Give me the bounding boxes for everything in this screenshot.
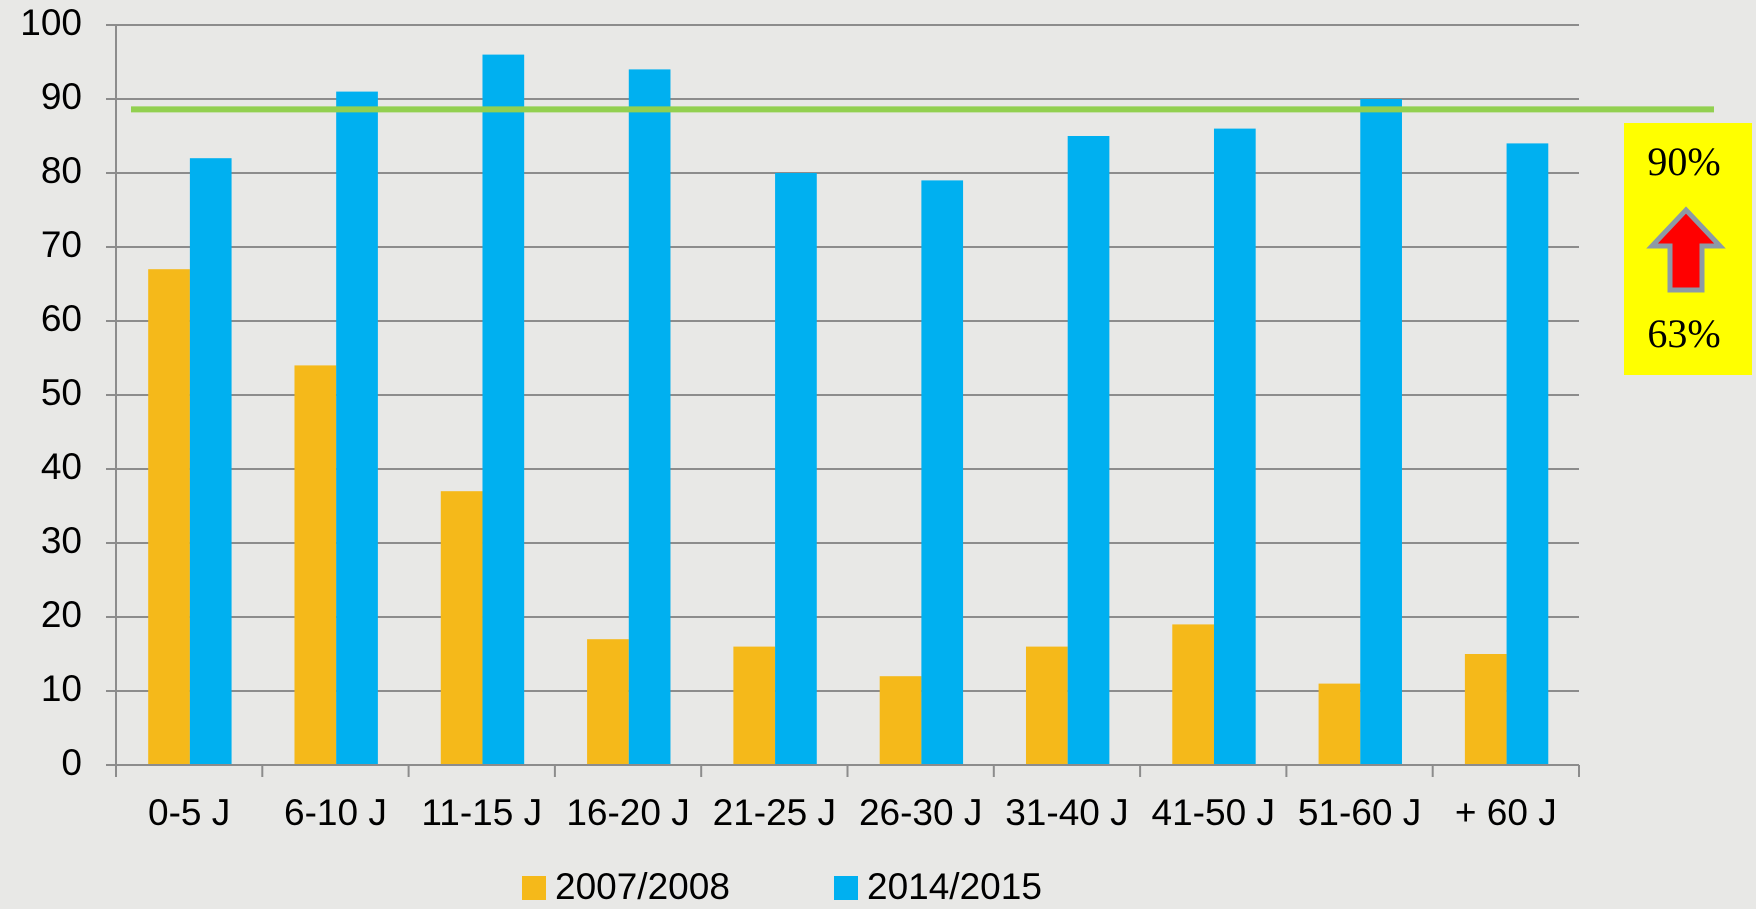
y-tick-label: 0: [61, 742, 82, 783]
y-tick-label: 10: [41, 668, 82, 709]
bar: [775, 173, 817, 765]
x-tick-label: 41-50 J: [1152, 792, 1275, 833]
y-tick-label: 60: [41, 298, 82, 339]
bar: [587, 639, 629, 765]
annotation-top: 90%: [1647, 139, 1720, 184]
x-tick-label: 31-40 J: [1005, 792, 1128, 833]
bar: [1025, 646, 1068, 765]
bar: [1506, 143, 1549, 765]
bar: [921, 180, 964, 765]
legend-label: 2014/2015: [867, 866, 1042, 907]
x-tick-label: 0-5 J: [148, 792, 230, 833]
y-tick-label: 20: [41, 594, 82, 635]
y-tick-label: 40: [41, 446, 82, 487]
annotation-bottom: 63%: [1647, 311, 1720, 356]
y-tick-label: 30: [41, 520, 82, 561]
bar: [1360, 99, 1402, 765]
bar: [1213, 128, 1256, 766]
y-tick-label: 80: [41, 150, 82, 191]
x-tick-label: 51-60 J: [1298, 792, 1421, 833]
x-tick-label: 16-20 J: [566, 792, 689, 833]
bar: [733, 646, 776, 765]
x-tick-label: 26-30 J: [859, 792, 982, 833]
y-tick-label: 100: [20, 2, 82, 43]
bar: [1172, 624, 1214, 765]
legend-swatch: [522, 876, 546, 900]
bar: [628, 69, 671, 765]
legend-swatch: [834, 876, 858, 900]
bar: [148, 269, 190, 765]
annotation-arrow: [1646, 206, 1726, 293]
x-tick-label: + 60 J: [1455, 792, 1557, 833]
bar: [294, 365, 337, 765]
bar: [440, 491, 483, 765]
x-tick-label: 21-25 J: [713, 792, 836, 833]
x-tick-label: 6-10 J: [284, 792, 387, 833]
bar: [879, 676, 922, 765]
bar: [189, 158, 232, 765]
bar: [1067, 136, 1110, 765]
y-tick-label: 50: [41, 372, 82, 413]
bar: [1318, 683, 1361, 765]
bar: [1464, 654, 1507, 765]
y-tick-label: 70: [41, 224, 82, 265]
bar: [336, 91, 378, 766]
x-tick-label: 11-15 J: [421, 792, 542, 833]
y-tick-label: 90: [41, 76, 82, 117]
legend-label: 2007/2008: [555, 866, 730, 907]
bar: [482, 54, 525, 766]
